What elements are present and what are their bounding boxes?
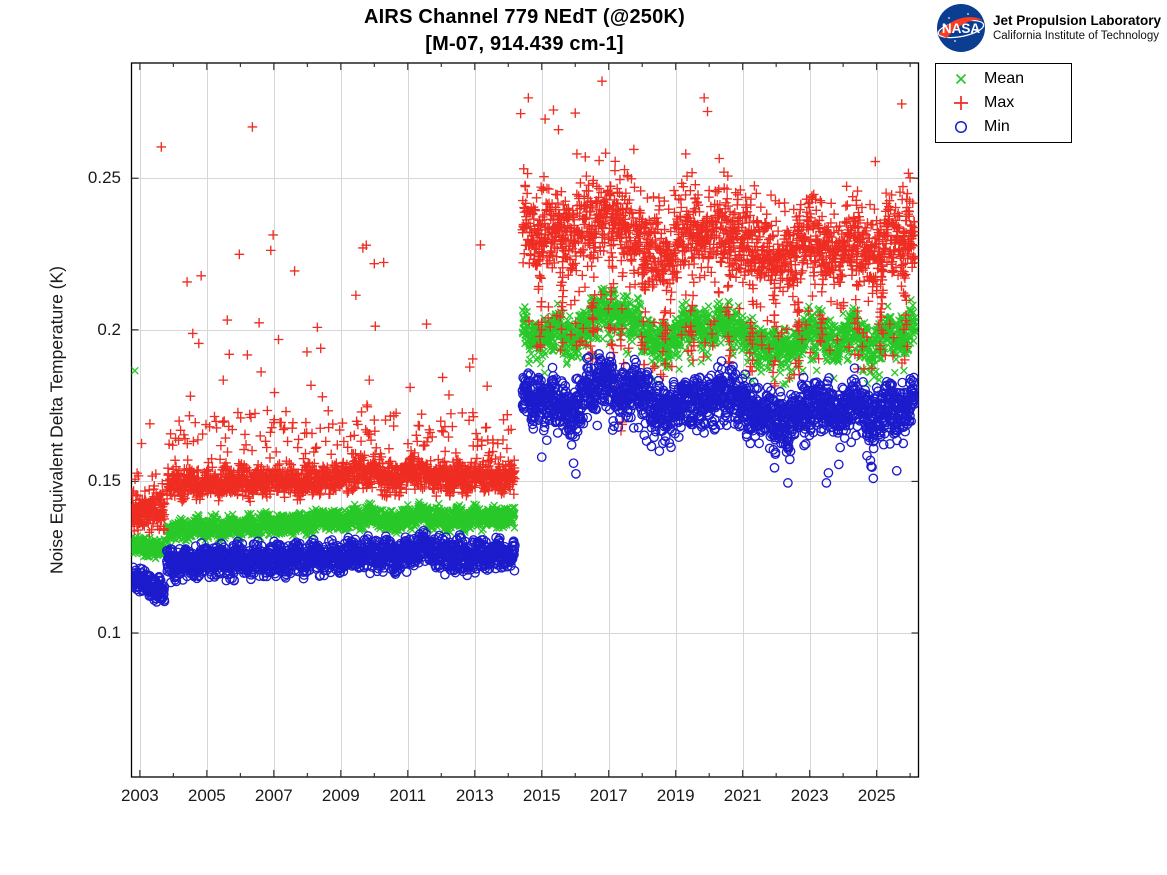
x-tick-label: 2023 <box>790 786 829 805</box>
x-tick-label: 2019 <box>656 786 695 805</box>
legend-label-max: Max <box>984 94 1015 111</box>
x-tick-label: 2021 <box>723 786 762 805</box>
x-tick-label: 2009 <box>321 786 360 805</box>
chart-subtitle: [M-07, 914.439 cm-1] <box>425 33 624 55</box>
x-tick-label: 2005 <box>187 786 226 805</box>
legend-entry-max: Max <box>936 94 1071 112</box>
x-tick-label: 2015 <box>522 786 561 805</box>
legend-label-mean: Mean <box>984 70 1025 87</box>
chart-title-block: AIRS Channel 779 NEdT (@250K) [M-07, 914… <box>131 4 918 58</box>
legend-entry-mean: Mean <box>936 70 1071 88</box>
y-tick-label: 0.1 <box>97 622 121 642</box>
x-tick-label: 2011 <box>389 786 427 805</box>
y-tick-label: 0.25 <box>87 168 121 188</box>
x-tick-label: 2003 <box>120 786 159 805</box>
y-tick-label: 0.2 <box>97 319 121 339</box>
caltech-name: California Institute of Technology <box>992 30 1159 42</box>
x-tick-label: 2025 <box>857 786 896 805</box>
mean-x-marker-icon <box>955 73 967 85</box>
jpl-wordmark: Jet Propulsion Laboratory California Ins… <box>993 13 1161 43</box>
x-tick-label: 2013 <box>455 786 494 805</box>
min-circle-marker-icon <box>954 120 968 134</box>
max-plus-marker-icon <box>954 96 968 110</box>
chart-title: AIRS Channel 779 NEdT (@250K) <box>364 6 685 28</box>
legend-entry-min: Min <box>936 118 1071 136</box>
legend-box: Mean Max Min <box>935 63 1072 143</box>
jpl-logo: NASA Jet Propulsion Laboratory Californi… <box>936 3 1161 53</box>
x-tick-label: 2017 <box>589 786 628 805</box>
nasa-meatball-icon: NASA <box>936 4 985 52</box>
y-axis-label: Noise Equivalent Delta Temperature (K) <box>46 265 67 575</box>
svg-text:NASA: NASA <box>942 21 981 36</box>
jpl-name: Jet Propulsion Laboratory <box>992 13 1161 28</box>
x-tick-label: 2007 <box>254 786 293 805</box>
y-tick-label: 0.15 <box>87 471 121 491</box>
legend-label-min: Min <box>984 118 1010 135</box>
